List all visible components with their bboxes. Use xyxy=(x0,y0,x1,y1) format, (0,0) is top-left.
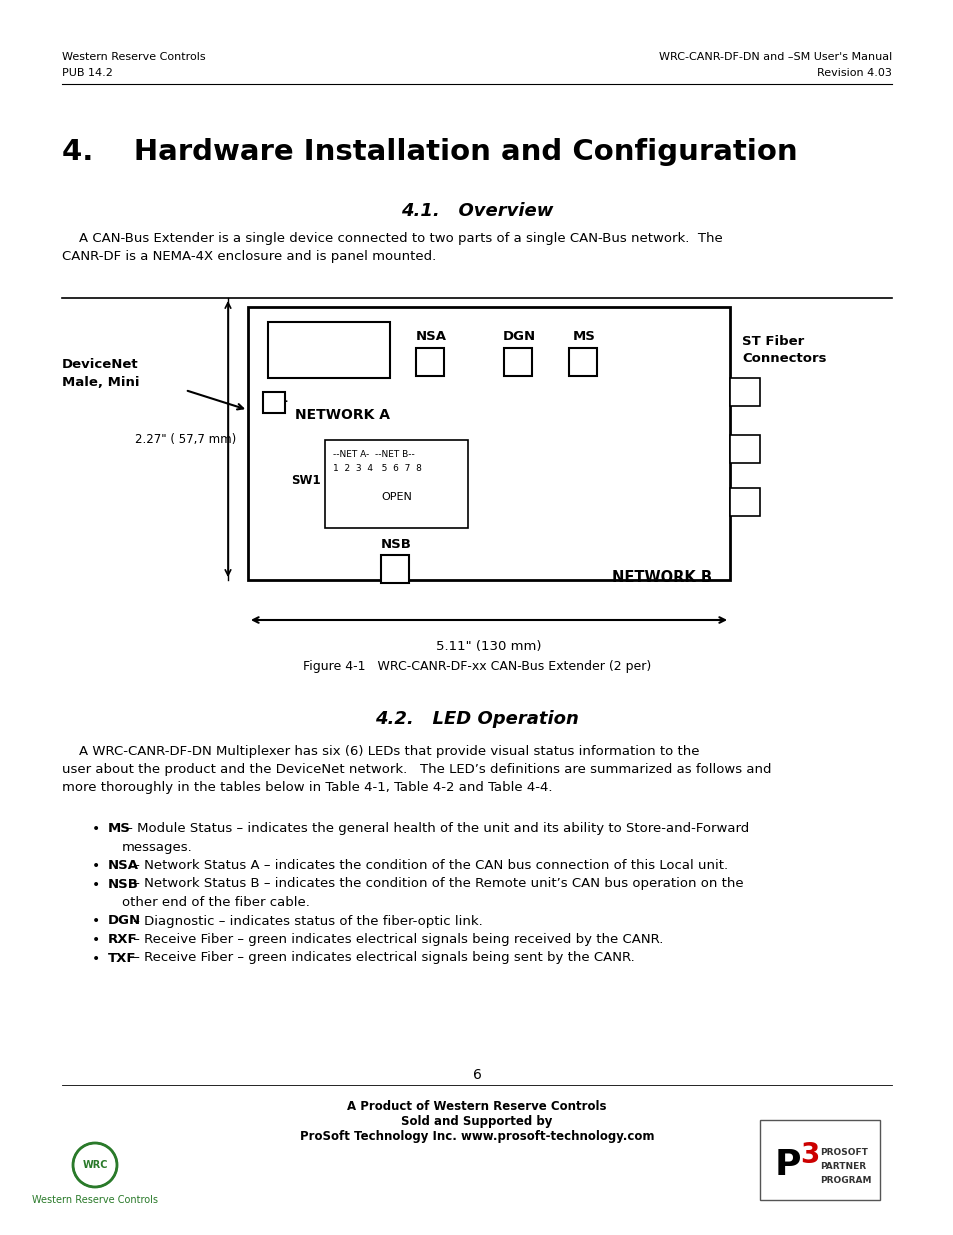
Text: •: • xyxy=(91,932,100,947)
Text: NETWORK A: NETWORK A xyxy=(294,408,390,422)
Bar xyxy=(568,348,597,375)
Text: NETWORK B: NETWORK B xyxy=(612,571,711,585)
Circle shape xyxy=(73,1144,117,1187)
Text: Male, Mini: Male, Mini xyxy=(62,375,139,389)
Bar xyxy=(248,308,729,580)
Text: Western Reserve Controls: Western Reserve Controls xyxy=(62,52,206,62)
Text: other end of the fiber cable.: other end of the fiber cable. xyxy=(122,897,310,909)
Text: 2.27" ( 57,7 mm): 2.27" ( 57,7 mm) xyxy=(135,432,236,446)
Bar xyxy=(729,378,760,406)
Text: Revision 4.03: Revision 4.03 xyxy=(817,68,891,78)
Text: A CAN-Bus Extender is a single device connected to two parts of a single CAN-Bus: A CAN-Bus Extender is a single device co… xyxy=(62,232,722,245)
Text: RXF: RXF xyxy=(108,932,137,946)
Text: user about the product and the DeviceNet network.   The LED’s definitions are su: user about the product and the DeviceNet… xyxy=(62,763,771,776)
Text: 5.11" (130 mm): 5.11" (130 mm) xyxy=(436,640,541,653)
Text: NSB: NSB xyxy=(108,878,139,890)
Text: – Diagnostic – indicates status of the fiber-optic link.: – Diagnostic – indicates status of the f… xyxy=(129,914,482,927)
Text: 1  2  3  4   5  6  7  8: 1 2 3 4 5 6 7 8 xyxy=(333,464,421,473)
Text: •: • xyxy=(91,951,100,966)
Text: ST Fiber: ST Fiber xyxy=(741,335,803,348)
Text: 6: 6 xyxy=(472,1068,481,1082)
Text: Connectors: Connectors xyxy=(741,352,825,366)
Text: •: • xyxy=(91,914,100,929)
Text: messages.: messages. xyxy=(122,841,193,853)
Text: --NET A-  --NET B--: --NET A- --NET B-- xyxy=(333,450,415,459)
Text: A Product of Western Reserve Controls: A Product of Western Reserve Controls xyxy=(347,1100,606,1113)
Text: DGN: DGN xyxy=(502,330,535,343)
Text: WRC: WRC xyxy=(82,1160,108,1170)
Text: more thoroughly in the tables below in Table 4-1, Table 4-2 and Table 4-4.: more thoroughly in the tables below in T… xyxy=(62,781,552,794)
Text: – Network Status B – indicates the condition of the Remote unit’s CAN bus operat: – Network Status B – indicates the condi… xyxy=(129,878,742,890)
Text: Figure 4-1   WRC-CANR-DF-xx CAN-Bus Extender (2 per): Figure 4-1 WRC-CANR-DF-xx CAN-Bus Extend… xyxy=(302,659,651,673)
Bar xyxy=(729,488,760,516)
Text: 4.    Hardware Installation and Configuration: 4. Hardware Installation and Configurati… xyxy=(62,138,797,165)
Text: •: • xyxy=(91,878,100,892)
Bar xyxy=(380,555,409,583)
Text: SW1: SW1 xyxy=(291,474,320,487)
Text: MS: MS xyxy=(572,330,595,343)
Text: – Receive Fiber – green indicates electrical signals being sent by the CANR.: – Receive Fiber – green indicates electr… xyxy=(129,951,634,965)
Text: 3: 3 xyxy=(800,1141,819,1170)
Bar xyxy=(503,348,532,375)
Text: NSA: NSA xyxy=(416,330,446,343)
Text: P: P xyxy=(774,1149,801,1182)
Text: Western Reserve Controls: Western Reserve Controls xyxy=(32,1195,158,1205)
Text: 4.2.   LED Operation: 4.2. LED Operation xyxy=(375,710,578,727)
Text: Sold and Supported by: Sold and Supported by xyxy=(401,1115,552,1128)
Text: – Receive Fiber – green indicates electrical signals being received by the CANR.: – Receive Fiber – green indicates electr… xyxy=(129,932,662,946)
Text: •: • xyxy=(91,823,100,836)
Text: W1: W1 xyxy=(268,391,289,405)
Text: PROGRAM: PROGRAM xyxy=(820,1176,871,1186)
Bar xyxy=(268,322,390,378)
Text: DGN: DGN xyxy=(108,914,141,927)
Text: MS: MS xyxy=(108,823,131,835)
Text: NSB: NSB xyxy=(380,538,411,551)
Text: PARTNER: PARTNER xyxy=(820,1162,865,1171)
Text: ProSoft Technology Inc. www.prosoft-technology.com: ProSoft Technology Inc. www.prosoft-tech… xyxy=(299,1130,654,1144)
Text: PROSOFT: PROSOFT xyxy=(820,1149,867,1157)
Text: CANR-DF is a NEMA-4X enclosure and is panel mounted.: CANR-DF is a NEMA-4X enclosure and is pa… xyxy=(62,249,436,263)
Text: OPEN: OPEN xyxy=(380,492,412,501)
Text: – Network Status A – indicates the condition of the CAN bus connection of this L: – Network Status A – indicates the condi… xyxy=(129,860,727,872)
Bar xyxy=(325,440,468,529)
Text: 4.1.   Overview: 4.1. Overview xyxy=(400,203,553,220)
Text: TXF: TXF xyxy=(108,951,136,965)
Text: NSA: NSA xyxy=(108,860,139,872)
Text: A WRC-CANR-DF-DN Multiplexer has six (6) LEDs that provide visual status informa: A WRC-CANR-DF-DN Multiplexer has six (6)… xyxy=(62,745,699,758)
Text: DeviceNet: DeviceNet xyxy=(62,358,138,370)
Text: •: • xyxy=(91,860,100,873)
Bar xyxy=(760,1120,879,1200)
Bar xyxy=(416,348,443,375)
Bar xyxy=(729,435,760,463)
Text: PUB 14.2: PUB 14.2 xyxy=(62,68,112,78)
Text: WRC-CANR-DF-DN and –SM User's Manual: WRC-CANR-DF-DN and –SM User's Manual xyxy=(659,52,891,62)
Bar xyxy=(263,391,285,412)
Text: – Module Status – indicates the general health of the unit and its ability to St: – Module Status – indicates the general … xyxy=(122,823,748,835)
